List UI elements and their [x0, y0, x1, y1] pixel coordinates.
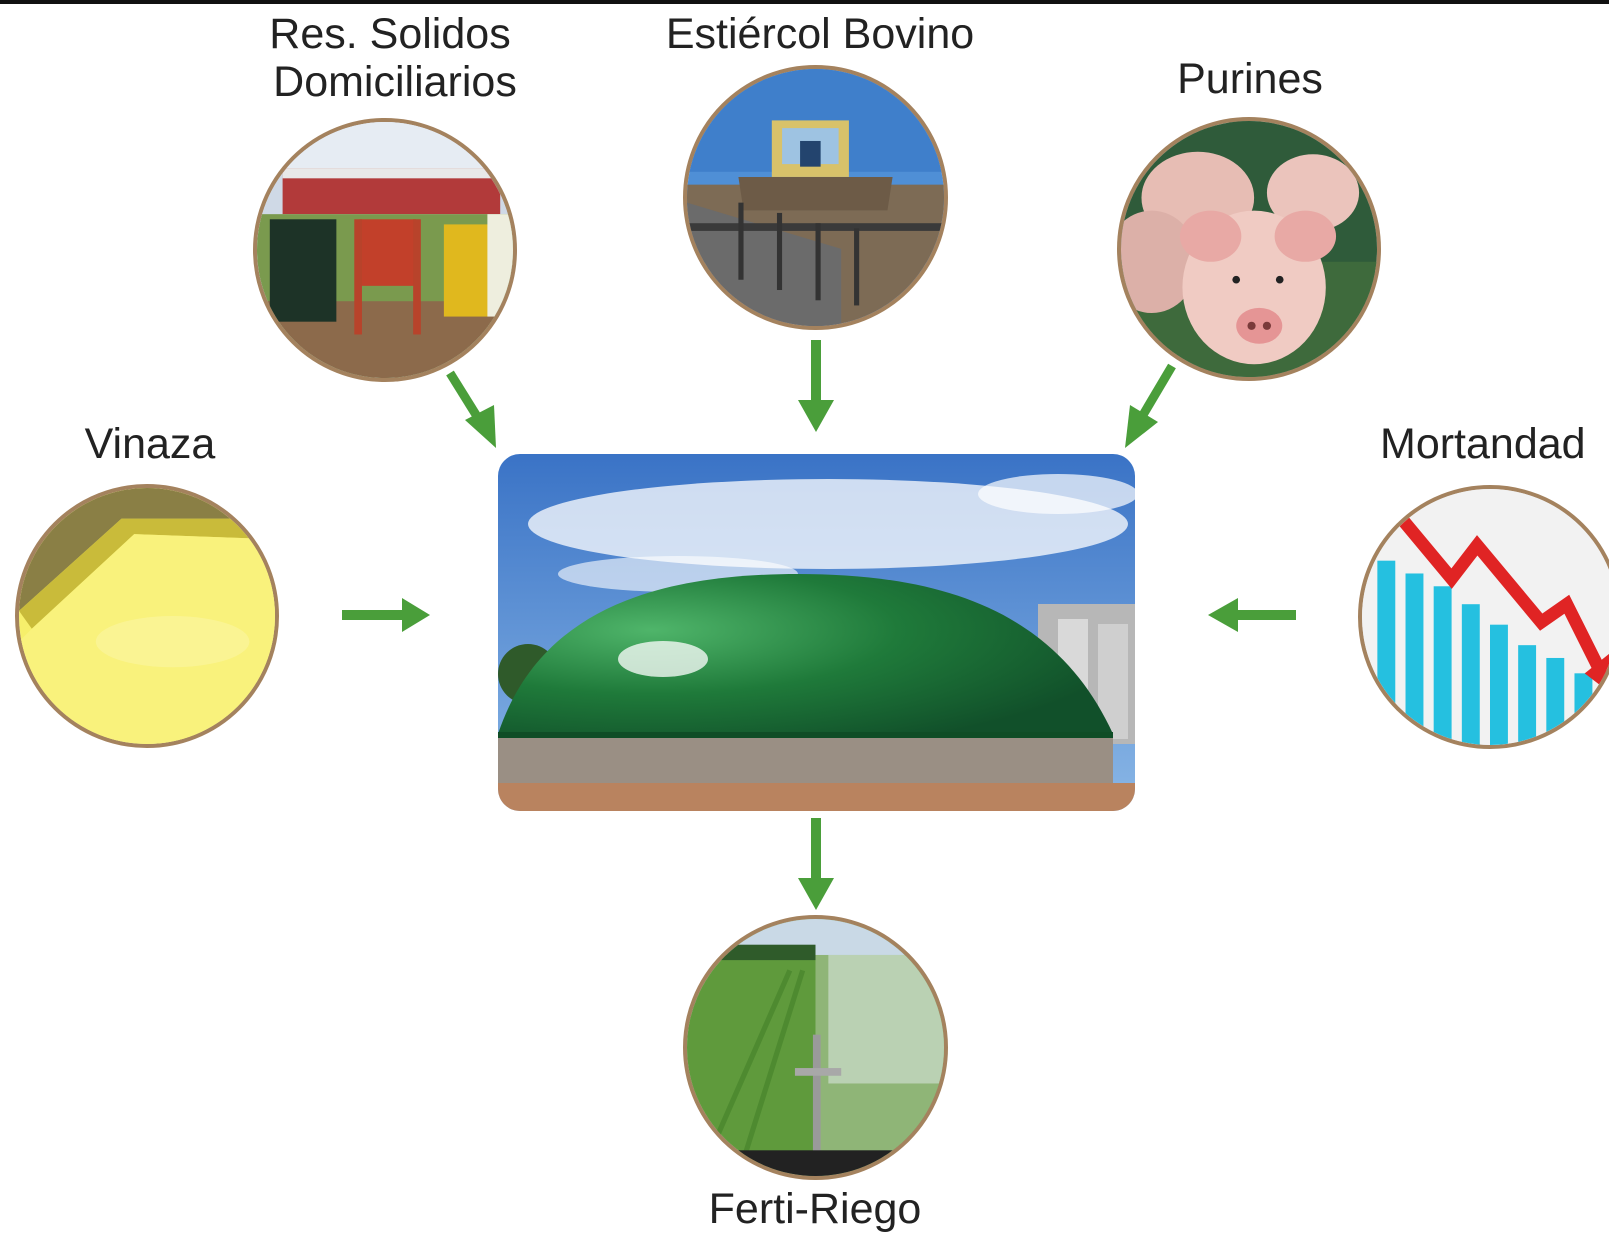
arrow-mortandad-to-biodigester [1208, 598, 1296, 632]
mortandad-image [1358, 485, 1609, 749]
label-vinaza: Vinaza [84, 420, 216, 468]
vinaza-image [15, 484, 279, 748]
arrow-solidos-to-biodigester [446, 370, 496, 448]
label-res-solidos-line2: Domiciliarios [273, 58, 517, 106]
label-estiercol-bovino: Estiércol Bovino [665, 10, 975, 58]
arrow-biodigester-to-ferti-riego [798, 818, 834, 910]
top-border-line [0, 0, 1609, 4]
label-res-solidos-line1: Res. Solidos [269, 10, 511, 58]
arrow-bovino-to-biodigester [798, 340, 834, 432]
label-res-solidos: Res. Solidos Domiciliarios [240, 10, 540, 106]
arrow-vinaza-to-biodigester [342, 598, 430, 632]
label-ferti-riego: Ferti-Riego [708, 1185, 922, 1233]
arrow-purines-to-biodigester [1125, 363, 1176, 448]
ferti-riego-image [683, 915, 948, 1180]
estiercol-bovino-image [683, 65, 948, 330]
label-mortandad: Mortandad [1380, 420, 1586, 468]
label-purines: Purines [1177, 55, 1323, 103]
biodigester-image [498, 454, 1135, 811]
